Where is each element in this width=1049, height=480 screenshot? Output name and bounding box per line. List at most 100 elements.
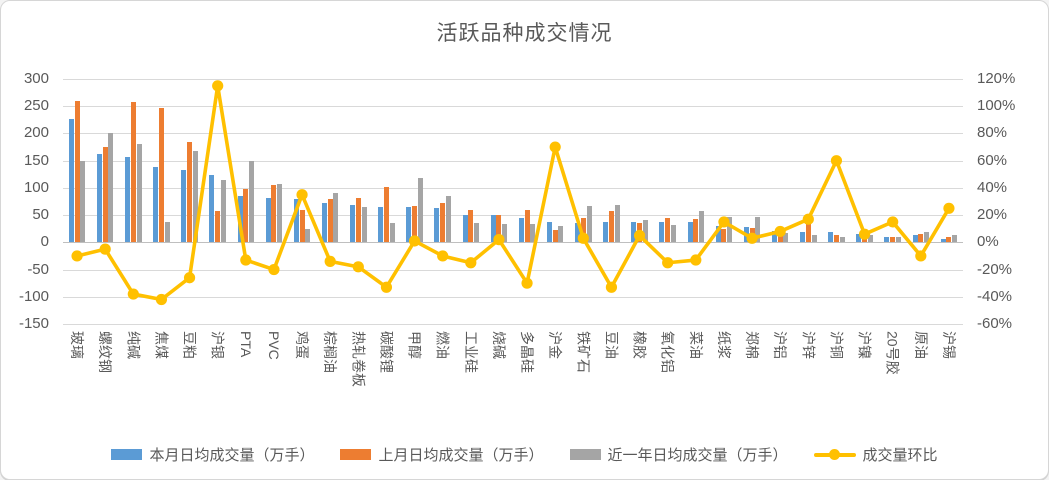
bar-current-month [828, 231, 834, 243]
left-axis-tick: 100 [23, 178, 49, 196]
bar-current-month [856, 234, 862, 243]
bar-previous-month [496, 215, 502, 243]
legend: 本月日均成交量（万手） 上月日均成交量（万手） 近一年日均成交量（万手） 成交量环比 [1, 444, 1048, 465]
ratio-line-marker [99, 243, 111, 255]
bar-current-month [518, 217, 524, 243]
legend-line-icon [813, 449, 856, 461]
bar-year-month [417, 178, 423, 243]
category-label: 沪金 [547, 331, 564, 359]
category-label: 沪镍 [856, 331, 873, 359]
ratio-line-marker [549, 141, 561, 153]
bar-year-month [811, 234, 817, 243]
right-axis-tick: 120% [977, 70, 1016, 87]
category-label: 豆粕 [181, 331, 198, 359]
category-label: 烧碱 [490, 331, 507, 359]
right-axis-tick: 80% [977, 124, 1008, 142]
category-label: 鸡蛋 [294, 331, 311, 359]
category-label: 沪锌 [800, 331, 817, 359]
category-label: 螺纹钢 [97, 331, 114, 373]
left-axis-tick: 50 [32, 206, 49, 224]
bar-previous-month [102, 147, 108, 243]
bar-current-month [884, 237, 890, 243]
bar-previous-month [440, 203, 446, 243]
bar-current-month [153, 166, 159, 243]
category-label: 20号胶 [884, 331, 901, 375]
gridline [63, 187, 963, 189]
bar-previous-month [946, 237, 952, 243]
bar-current-month [350, 205, 355, 243]
ratio-line-marker [887, 216, 899, 228]
category-label: PVC [265, 331, 282, 360]
legend-swatch-icon [111, 449, 143, 460]
ratio-line-marker [155, 293, 168, 306]
bar-previous-month [468, 209, 474, 243]
legend-item-4: 成交量环比 [813, 444, 938, 465]
legend-label: 上月日均成交量（万手） [378, 447, 544, 464]
bar-year-month [445, 195, 451, 243]
bar-year-month [895, 236, 901, 243]
ratio-line-marker [465, 257, 477, 269]
gridline [63, 269, 963, 271]
bar-current-month [940, 238, 946, 243]
legend-item-3: 近一年日均成交量（万手） [569, 444, 788, 465]
bar-previous-month [158, 107, 164, 243]
bar-current-month [209, 175, 215, 243]
category-label: 纯碱 [125, 331, 142, 359]
left-axis-tick: 150 [23, 151, 49, 169]
bar-previous-month [890, 236, 896, 243]
bar-current-month [125, 157, 130, 243]
bar-previous-month [327, 198, 333, 243]
category-label: 原油 [912, 331, 929, 359]
bar-previous-month [130, 102, 136, 243]
bar-current-month [293, 198, 299, 243]
bar-current-month [96, 154, 102, 243]
category-label: 玻璃 [69, 331, 86, 359]
bar-current-month [603, 221, 609, 243]
bar-current-month [462, 215, 468, 243]
bar-previous-month [608, 210, 614, 243]
category-label: 沪铜 [828, 331, 845, 359]
category-label: 工业硅 [462, 331, 479, 373]
gridline [63, 106, 963, 108]
category-label: 碳酸锂 [378, 331, 395, 373]
category-label: 氧化铝 [659, 331, 676, 373]
legend-label: 近一年日均成交量（万手） [607, 447, 788, 464]
gridline [63, 242, 963, 244]
gridline [63, 79, 963, 80]
bar-year-month [220, 180, 226, 243]
legend-item-2: 上月日均成交量（万手） [340, 444, 544, 465]
left-axis-tick: -150 [18, 315, 49, 332]
bar-year-month [192, 151, 198, 243]
bar-current-month [631, 222, 637, 243]
bar-year-month [839, 236, 845, 243]
bar-previous-month [215, 211, 221, 243]
ratio-line-marker [352, 261, 364, 273]
bar-year-month [108, 132, 114, 243]
category-label: 多晶硅 [519, 331, 536, 373]
legend-line-dot [829, 449, 841, 460]
ratio-line-marker [605, 281, 618, 293]
bar-previous-month [383, 186, 389, 243]
ratio-line-marker [690, 254, 702, 266]
left-axis-tick: 0 [40, 233, 49, 251]
bar-current-month [490, 215, 496, 243]
category-label: 豆油 [603, 331, 620, 359]
bar-previous-month [243, 188, 249, 243]
category-label: 菜油 [687, 331, 704, 359]
right-axis-tick: -40% [977, 287, 1013, 305]
ratio-line-marker [183, 272, 196, 284]
bar-current-month [687, 222, 693, 243]
ratio-line-marker [662, 257, 674, 269]
bar-current-month [434, 208, 440, 243]
bar-current-month [743, 227, 749, 243]
ratio-line-marker [324, 255, 336, 267]
left-axis-tick: 300 [23, 70, 49, 87]
bar-year-month [755, 217, 761, 243]
bar-year-month [952, 235, 958, 243]
bar-year-month [867, 234, 873, 243]
bar-previous-month [862, 234, 868, 243]
left-axis-tick: -100 [18, 287, 49, 305]
right-axis-tick: 0% [977, 233, 999, 251]
ratio-line-marker [915, 250, 927, 262]
